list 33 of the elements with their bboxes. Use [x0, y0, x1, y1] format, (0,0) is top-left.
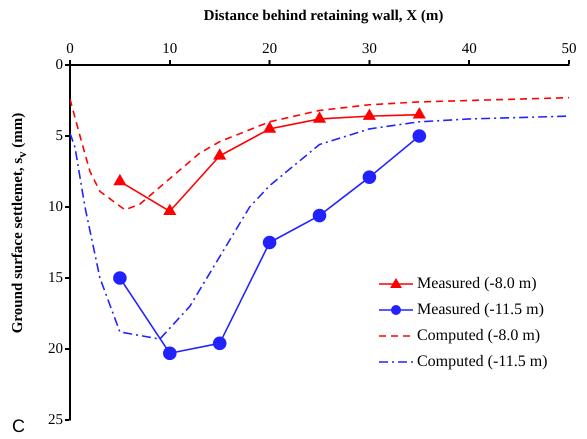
point: [214, 149, 226, 160]
y-tick-label: 0: [56, 56, 63, 73]
point: [212, 336, 226, 350]
point: [412, 129, 426, 143]
point: [413, 108, 426, 118]
legend-label: Measured (-8.0 m): [417, 275, 537, 292]
point: [312, 208, 326, 222]
point: [113, 271, 127, 285]
text: C: [12, 416, 25, 437]
line-series: [70, 96, 569, 211]
x-tick-label: 20: [262, 40, 278, 57]
point: [164, 204, 176, 216]
legend-label: Measured (-11.5 m): [417, 301, 544, 318]
y-tick-label: 10: [48, 198, 63, 215]
x-tick-label: 40: [462, 40, 477, 57]
legend-label: Computed (-11.5 m): [417, 353, 548, 370]
x-tick-label: 0: [66, 40, 74, 57]
x-axis-title: Distance behind retaining wall, X (m): [202, 8, 444, 25]
point: [163, 346, 177, 360]
point: [362, 170, 376, 184]
point: [262, 236, 276, 250]
y-tick-label: 15: [48, 270, 63, 286]
y-tick-label: 25: [48, 412, 63, 428]
x-tick-label: 10: [162, 40, 178, 57]
point: [363, 109, 376, 120]
x-tick-label: 50: [562, 40, 576, 57]
x-tick-label: 30: [362, 40, 377, 57]
point: [314, 112, 326, 123]
point: [114, 174, 126, 186]
y-tick-label: 5: [56, 128, 63, 144]
y-tick-label: 20: [48, 340, 63, 357]
legend-label: Computed (-8.0 m): [417, 327, 540, 344]
point: [264, 122, 276, 133]
